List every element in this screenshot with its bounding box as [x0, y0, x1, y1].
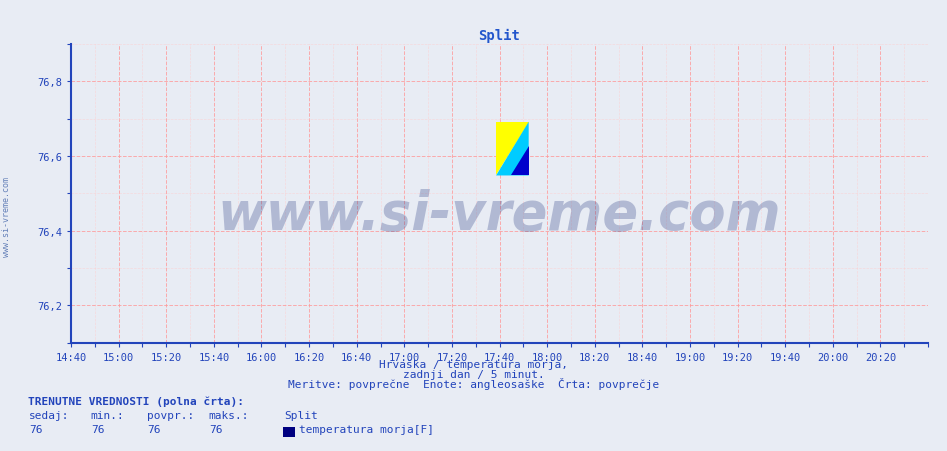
Text: www.si-vreme.com: www.si-vreme.com: [2, 177, 11, 256]
Polygon shape: [496, 123, 528, 176]
Text: temperatura morja[F]: temperatura morja[F]: [299, 424, 435, 434]
Polygon shape: [496, 123, 528, 176]
Polygon shape: [510, 147, 528, 176]
Text: povpr.:: povpr.:: [147, 410, 194, 420]
Text: Meritve: povprečne  Enote: angleosaške  Črta: povprečje: Meritve: povprečne Enote: angleosaške Čr…: [288, 377, 659, 389]
Text: Hrvaška / temperatura morja,: Hrvaška / temperatura morja,: [379, 359, 568, 369]
Text: Split: Split: [284, 410, 318, 420]
Text: zadnji dan / 5 minut.: zadnji dan / 5 minut.: [402, 369, 545, 379]
Text: TRENUTNE VREDNOSTI (polna črta):: TRENUTNE VREDNOSTI (polna črta):: [28, 396, 244, 406]
Text: 76: 76: [148, 424, 161, 434]
Text: www.si-vreme.com: www.si-vreme.com: [218, 189, 781, 241]
Text: 76: 76: [91, 424, 104, 434]
Title: Split: Split: [478, 28, 521, 42]
Text: 76: 76: [29, 424, 43, 434]
Text: sedaj:: sedaj:: [28, 410, 69, 420]
Text: min.:: min.:: [90, 410, 124, 420]
Text: maks.:: maks.:: [208, 410, 249, 420]
Text: 76: 76: [209, 424, 223, 434]
